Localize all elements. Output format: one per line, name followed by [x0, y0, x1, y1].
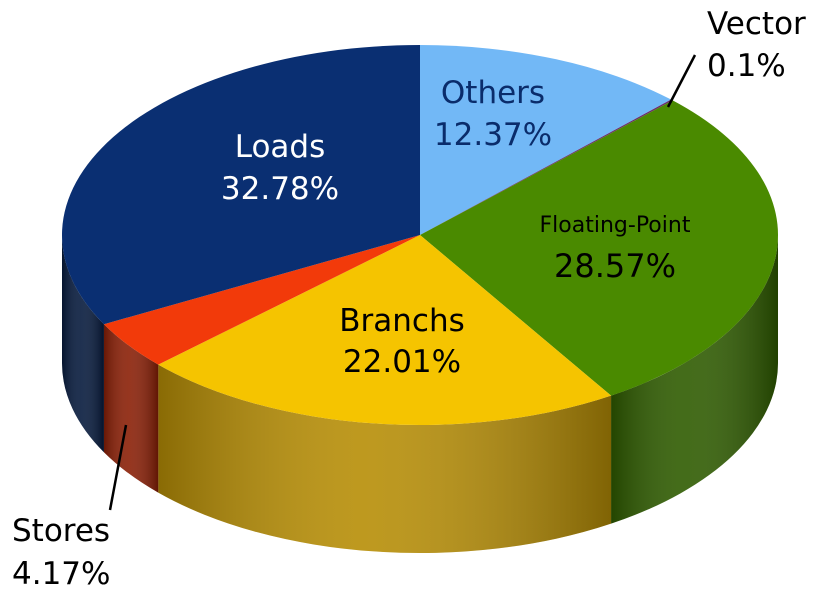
pie-slice-loads — [62, 45, 420, 325]
pie-slice-stores — [103, 235, 421, 365]
pie-slice-vector — [420, 99, 673, 235]
pie-slice-others — [420, 45, 672, 235]
slice-label-branchs: Branchs — [339, 303, 465, 339]
pie-side-shading-stores — [103, 324, 159, 493]
slice-labels: Others 12.37% Vector 0.1% Floating-Point 28.5… — [12, 6, 806, 592]
leader-lines — [108, 54, 697, 511]
slice-value-others: 12.37% — [434, 117, 552, 153]
slice-value-stores: 4.17% — [12, 556, 110, 592]
leader-line-vector — [666, 54, 697, 108]
pie-top-faces — [62, 45, 778, 426]
pie-side-walls — [62, 235, 778, 554]
slice-value-loads: 32.78% — [221, 171, 339, 207]
slice-label-loads: Loads — [235, 129, 326, 165]
slice-label-floating-point: Floating-Point — [540, 213, 691, 238]
slice-label-vector: Vector — [707, 6, 806, 42]
leader-line-stores — [108, 424, 128, 511]
slice-value-vector: 0.1% — [707, 48, 786, 84]
pie-slice-branchs — [158, 235, 612, 426]
pie-slice-floating-point — [420, 100, 778, 396]
pie-side-shading-floating-point — [611, 235, 778, 524]
slice-label-stores: Stores — [12, 513, 110, 549]
slice-value-floating-point: 28.57% — [554, 247, 676, 285]
pie-side-shading-loads — [62, 235, 104, 453]
slice-label-others: Others — [441, 75, 545, 111]
pie-side-shading-branchs — [158, 364, 612, 554]
slice-value-branchs: 22.01% — [343, 344, 461, 380]
